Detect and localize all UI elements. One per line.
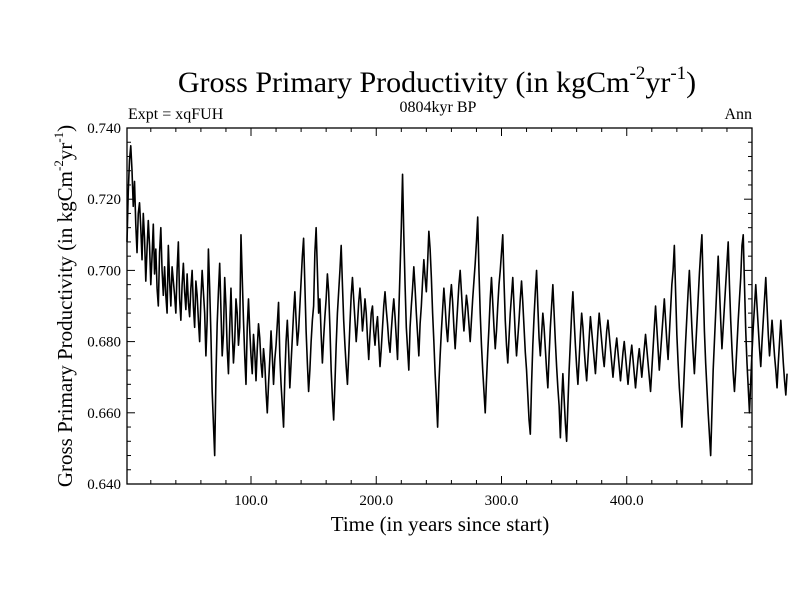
x-tick-label: 100.0: [234, 493, 268, 509]
period-label: 0804kyr BP: [400, 99, 477, 116]
x-axis-label: Time (in years since start): [331, 512, 550, 536]
y-tick-label: 0.680: [87, 335, 121, 351]
y-axis-label-text: Gross Primary Productivity (in kgCm: [53, 171, 77, 487]
y-tick-label: 0.700: [87, 263, 121, 279]
y-axis-label-superscript-2: -1: [51, 132, 66, 143]
x-tick-label: 400.0: [610, 493, 644, 509]
y-tick-label: 0.740: [87, 121, 121, 137]
y-axis-label-close: ): [53, 125, 77, 132]
y-axis-label-superscript-1: -2: [51, 160, 66, 171]
chart-title-close: ): [686, 66, 696, 99]
y-tick-label: 0.640: [87, 477, 121, 493]
x-tick-label: 200.0: [359, 493, 393, 509]
gpp-series-line: [126, 145, 788, 457]
chart-title-superscript-2: -1: [670, 63, 686, 84]
chart-title: Gross Primary Productivity (in kgCm-2yr-…: [178, 63, 696, 99]
chart-title-unit: yr: [645, 66, 670, 99]
y-axis-label: Gross Primary Productivity (in kgCm-2yr-…: [51, 125, 77, 487]
plot-frame: [126, 127, 753, 485]
y-tick-label: 0.660: [87, 406, 121, 422]
chart-title-superscript-1: -2: [630, 63, 646, 84]
y-axis-ticks: 0.640 0.660 0.680 0.700 0.720 0.740: [87, 121, 752, 493]
y-tick-label: 0.720: [87, 192, 121, 208]
y-axis-label-unit: yr: [53, 143, 77, 161]
experiment-label: Expt = xqFUH: [128, 106, 224, 123]
season-label: Ann: [724, 106, 752, 123]
x-tick-label: 300.0: [485, 493, 519, 509]
chart-title-text: Gross Primary Productivity (in kgCm: [178, 66, 630, 99]
x-axis-ticks: 100.0 200.0 300.0 400.0: [150, 128, 753, 509]
